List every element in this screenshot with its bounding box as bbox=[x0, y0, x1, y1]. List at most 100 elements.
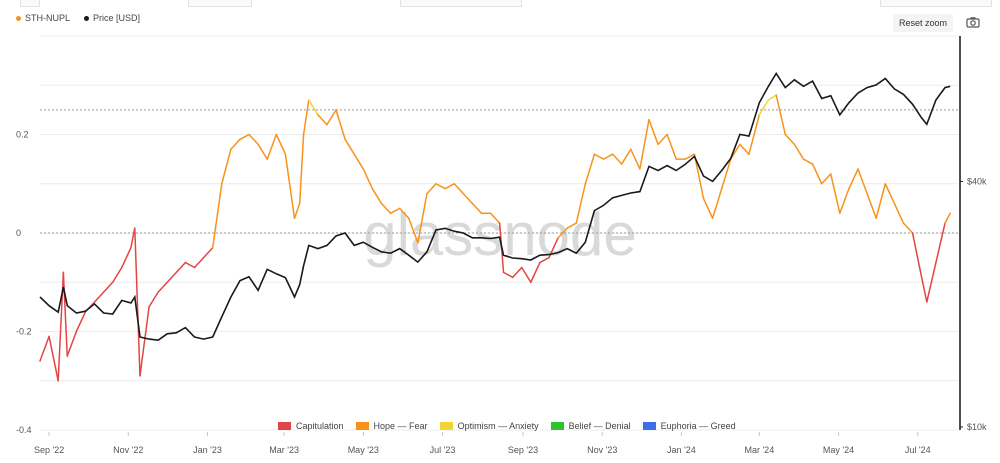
zone-label: Euphoria — Greed bbox=[660, 421, 736, 431]
sth-nupl-segment bbox=[326, 109, 337, 126]
legend-item-price[interactable]: Price [USD] bbox=[84, 13, 140, 23]
y-right-tick-label: $10k bbox=[967, 422, 987, 432]
sth-nupl-segment bbox=[802, 158, 814, 165]
sth-nupl-segment bbox=[293, 202, 301, 219]
legend-item-sth-nupl[interactable]: STH-NUPL bbox=[16, 13, 70, 23]
zone-label: Optimism — Anxiety bbox=[457, 421, 539, 431]
sth-nupl-segment bbox=[398, 207, 410, 219]
x-tick-label: Jul '24 bbox=[905, 445, 931, 455]
sth-nupl-segment bbox=[839, 187, 850, 215]
sth-nupl-segment bbox=[775, 94, 787, 136]
zone-legend-hope-fear[interactable]: Hope — Fear bbox=[355, 421, 428, 431]
sth-nupl-segment bbox=[193, 256, 205, 269]
camera-icon[interactable] bbox=[966, 15, 980, 29]
y-left-tick-label: -0.2 bbox=[16, 327, 32, 337]
sth-nupl-segment bbox=[602, 153, 614, 160]
zone-legend-belief-denial[interactable]: Belief — Denial bbox=[550, 421, 631, 431]
x-tick-label: Nov '22 bbox=[113, 445, 143, 455]
x-tick-label: Nov '23 bbox=[587, 445, 617, 455]
sth-nupl-segment bbox=[666, 133, 677, 160]
sth-nupl-segment bbox=[857, 168, 868, 195]
sth-nupl-segment bbox=[830, 173, 841, 215]
sth-nupl-segment bbox=[884, 183, 896, 205]
sth-nupl-segment bbox=[620, 148, 632, 165]
zone-swatch bbox=[642, 422, 656, 430]
sth-nupl-segment bbox=[75, 311, 87, 333]
sth-nupl-segment bbox=[811, 163, 823, 185]
sth-nupl-segment bbox=[758, 99, 770, 116]
tab-stub[interactable] bbox=[880, 0, 992, 7]
tab-stub[interactable] bbox=[188, 0, 252, 7]
sth-nupl-segment bbox=[630, 148, 641, 170]
sth-nupl-segment bbox=[748, 114, 761, 155]
legend-label: Price [USD] bbox=[93, 13, 141, 23]
x-tick-label: May '24 bbox=[823, 445, 854, 455]
sth-nupl-segment bbox=[462, 192, 474, 205]
sth-nupl-segment bbox=[317, 114, 328, 126]
sth-nupl-segment bbox=[275, 133, 287, 155]
sth-nupl-segment bbox=[848, 168, 859, 190]
sth-nupl-segment bbox=[48, 335, 59, 382]
zone-swatch bbox=[278, 422, 291, 430]
reset-zoom-button[interactable]: Reset zoom bbox=[893, 14, 953, 32]
sth-nupl-segment bbox=[911, 232, 923, 279]
sth-nupl-segment bbox=[866, 192, 877, 219]
sth-nupl-segment bbox=[502, 271, 514, 279]
x-tick-label: Jan '24 bbox=[667, 445, 696, 455]
sth-nupl-segment bbox=[39, 335, 50, 362]
sth-nupl-segment bbox=[134, 227, 141, 377]
sth-nupl-segment bbox=[221, 148, 232, 185]
y-left-tick-label: 0 bbox=[16, 228, 21, 238]
sth-nupl-segment bbox=[408, 217, 419, 244]
sth-nupl-segment bbox=[211, 183, 223, 249]
sth-nupl-segment bbox=[166, 271, 178, 283]
sth-nupl-segment bbox=[611, 153, 623, 165]
sth-nupl-segment bbox=[93, 291, 105, 303]
zone-legend: Capitulation Hope — Fear Optimism — Anxi… bbox=[278, 421, 736, 431]
price-line bbox=[39, 71, 951, 342]
x-tick-label: Sep '22 bbox=[34, 445, 64, 455]
sth-nupl-segment bbox=[566, 222, 578, 229]
sth-nupl-segment bbox=[66, 330, 78, 357]
zone-legend-capitulation[interactable]: Capitulation bbox=[278, 421, 344, 431]
zone-swatch bbox=[355, 422, 369, 430]
x-tick-label: Mar '24 bbox=[744, 445, 774, 455]
sth-nupl-segment bbox=[335, 109, 346, 141]
sth-nupl-segment bbox=[266, 133, 278, 160]
tab-stub[interactable] bbox=[20, 0, 40, 7]
zone-legend-optimism-anxiety[interactable]: Optimism — Anxiety bbox=[439, 421, 539, 431]
sth-nupl-segment bbox=[489, 212, 501, 224]
sth-nupl-segment bbox=[239, 133, 250, 141]
sth-nupl-segment bbox=[720, 158, 732, 190]
x-tick-label: Sep '23 bbox=[508, 445, 538, 455]
sth-nupl-segment bbox=[298, 133, 305, 205]
sth-nupl-segment bbox=[739, 143, 750, 155]
y-left-tick-label: 0.2 bbox=[16, 130, 29, 140]
x-tick-label: Mar '23 bbox=[269, 445, 299, 455]
sth-nupl-segment bbox=[557, 227, 568, 239]
sth-nupl-segment bbox=[530, 261, 541, 283]
sth-nupl-segment bbox=[926, 261, 937, 303]
sth-nupl-segment bbox=[944, 212, 951, 224]
zone-legend-euphoria-greed[interactable]: Euphoria — Greed bbox=[642, 421, 736, 431]
axes: 0.2 0 -0.2 -0.4 $40k $10k Sep '22 Nov '22 Jan '2… bbox=[16, 36, 987, 455]
tab-stub[interactable] bbox=[400, 0, 522, 7]
x-tick-label: May '23 bbox=[348, 445, 379, 455]
zone-label: Capitulation bbox=[296, 421, 344, 431]
sth-nupl-segment bbox=[875, 183, 887, 219]
sth-nupl-segment bbox=[702, 197, 714, 219]
sth-nupl-segment bbox=[175, 261, 187, 274]
sth-nupl-segment bbox=[593, 153, 605, 160]
sth-nupl-segment bbox=[102, 281, 114, 293]
sth-nupl-segment bbox=[121, 247, 132, 269]
sth-nupl-segment bbox=[308, 99, 319, 116]
sth-nupl-segment bbox=[711, 187, 723, 219]
sth-nupl-segment bbox=[471, 202, 483, 215]
zone-label: Belief — Denial bbox=[568, 421, 631, 431]
sth-nupl-segment bbox=[639, 118, 650, 170]
sth-nupl-segment bbox=[684, 153, 696, 160]
sth-nupl-segment bbox=[539, 256, 550, 264]
sth-nupl-segment bbox=[920, 276, 928, 303]
sth-nupl-segment bbox=[130, 227, 136, 249]
